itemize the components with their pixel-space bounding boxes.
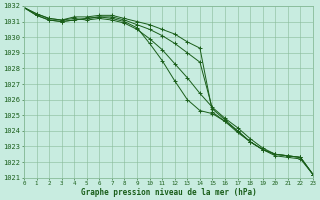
X-axis label: Graphe pression niveau de la mer (hPa): Graphe pression niveau de la mer (hPa) [81,188,256,197]
